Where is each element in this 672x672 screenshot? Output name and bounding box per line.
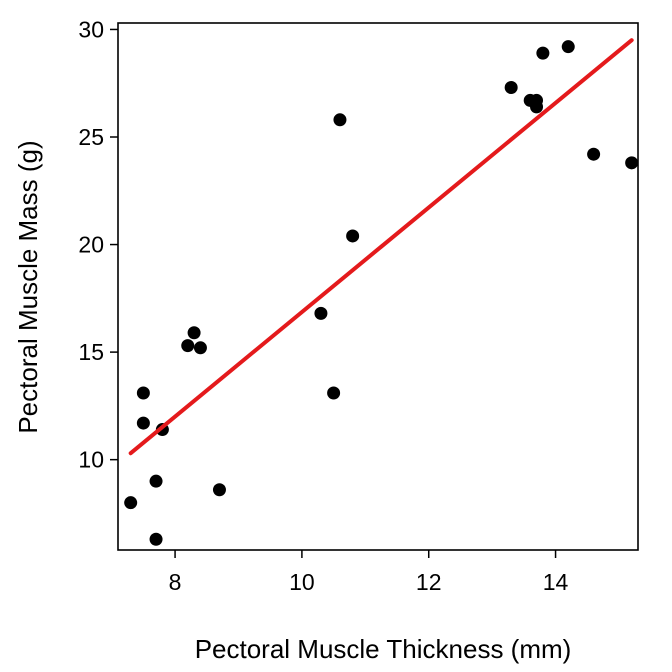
data-point: [327, 386, 341, 400]
data-point: [346, 229, 360, 243]
y-tick-label: 25: [78, 124, 104, 150]
data-point: [587, 147, 601, 161]
data-point: [149, 474, 163, 488]
x-tick-label: 14: [543, 569, 569, 595]
y-axis-label: Pectoral Muscle Mass (g): [13, 140, 43, 433]
x-axis-label: Pectoral Muscle Thickness (mm): [195, 634, 572, 664]
data-point: [504, 81, 518, 95]
data-point: [136, 386, 150, 400]
data-point: [333, 113, 347, 127]
data-point: [181, 339, 195, 353]
x-tick-label: 12: [416, 569, 442, 595]
data-point: [530, 100, 544, 114]
y-tick-label: 10: [78, 447, 104, 473]
data-point: [149, 532, 163, 546]
data-point: [212, 483, 226, 497]
data-point: [536, 46, 550, 60]
x-tick-label: 10: [289, 569, 315, 595]
y-axis-ticks: 10 15 20 25 30: [78, 16, 118, 473]
x-tick-label: 8: [169, 569, 182, 595]
x-axis-ticks: 8 10 12 14: [169, 550, 569, 595]
data-point: [625, 156, 639, 170]
regression-line: [128, 38, 634, 456]
data-point: [136, 416, 150, 430]
data-point: [193, 341, 207, 355]
data-point: [187, 326, 201, 340]
plot-frame: [117, 22, 639, 551]
data-points: [124, 40, 639, 546]
y-tick-label: 15: [78, 339, 104, 365]
data-point: [561, 40, 575, 54]
data-point: [314, 306, 328, 320]
data-point: [124, 496, 138, 510]
y-tick-label: 30: [78, 16, 104, 42]
y-tick-label: 20: [78, 232, 104, 258]
